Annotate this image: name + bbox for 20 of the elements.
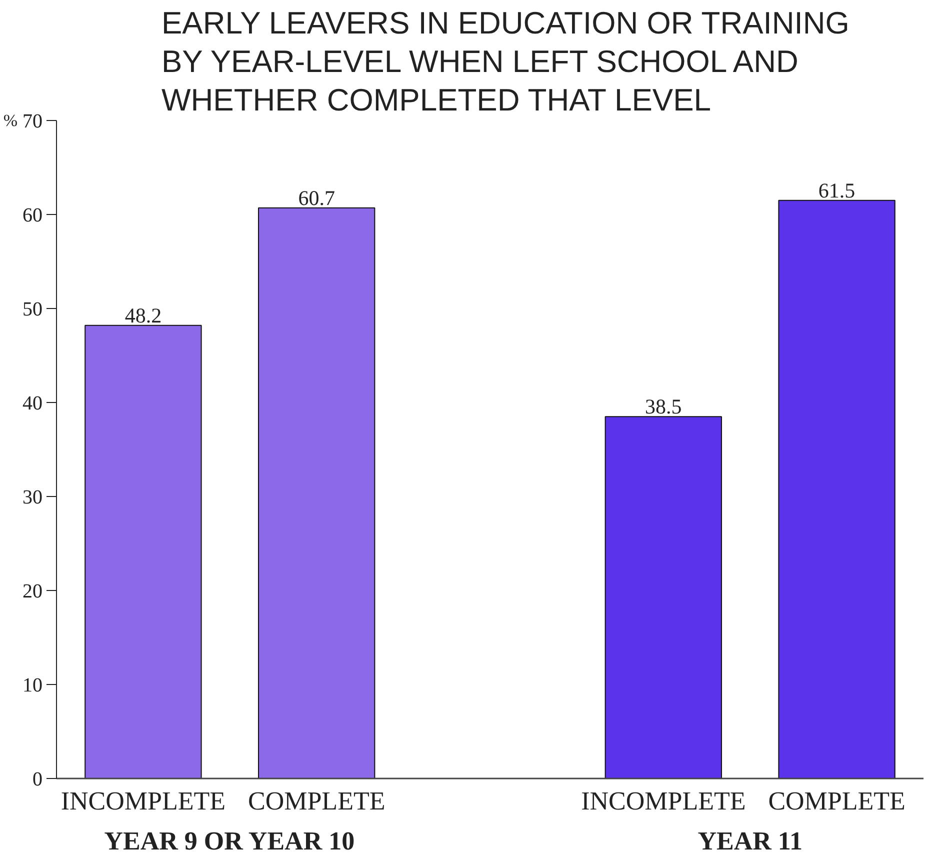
y-tick-label: 70 <box>22 110 42 132</box>
x-tick-label: INCOMPLETE <box>581 786 746 816</box>
series-label: YEAR 9 OR YEAR 10 <box>104 826 355 856</box>
y-tick-label: 30 <box>22 486 42 508</box>
x-tick-label: COMPLETE <box>768 786 906 816</box>
data-label: 60.7 <box>298 186 335 210</box>
y-tick-label: 0 <box>32 768 42 790</box>
chart-title: EARLY LEAVERS IN EDUCATION OR TRAINING BY YEAR-LEVEL WHEN LEFT SCHOOL AND WHETHER COMPLETED THAT LEVEL <box>162 6 850 118</box>
x-tick-label: INCOMPLETE <box>60 786 226 816</box>
y-tick-label: 50 <box>22 298 42 320</box>
y-tick-label: 40 <box>22 392 42 414</box>
y-tick-label: 10 <box>22 674 42 696</box>
x-tick-label: COMPLETE <box>248 786 386 816</box>
y-tick-label: 20 <box>22 580 42 602</box>
y-axis-title: % <box>3 111 18 130</box>
data-label: 48.2 <box>124 303 162 328</box>
data-label: 38.5 <box>645 394 682 419</box>
data-label: 61.5 <box>818 178 856 202</box>
series-label: YEAR 11 <box>698 826 802 856</box>
y-tick-label: 60 <box>22 204 42 226</box>
